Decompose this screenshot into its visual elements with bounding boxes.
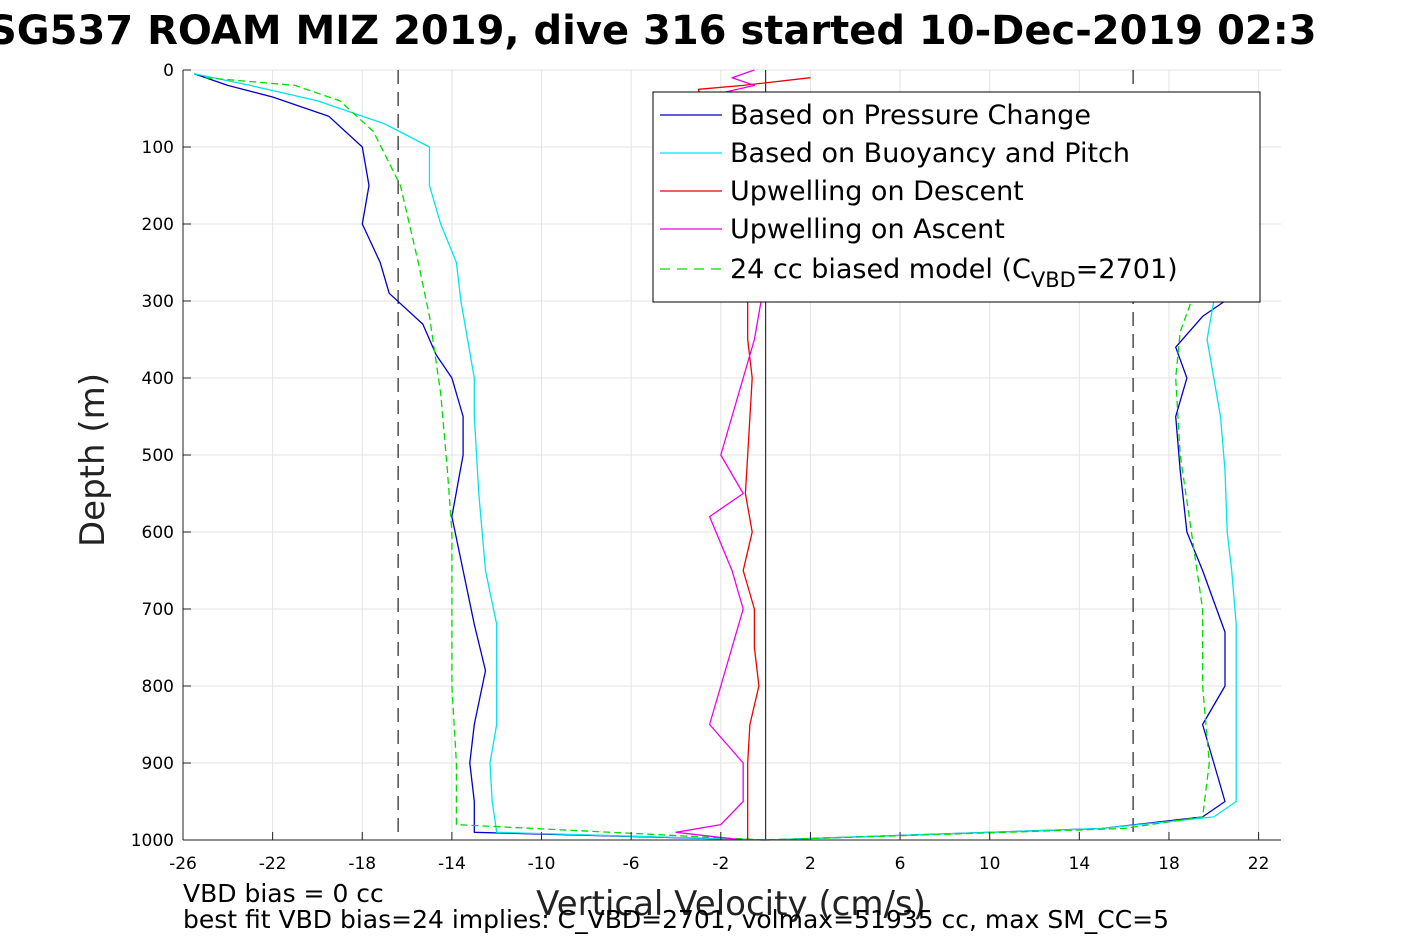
y-tick-label: 800 [142, 677, 174, 697]
axes: -26 -22 -18 -14 -10 -6 -2 2 6 10 14 18 2201002003004… [131, 61, 1281, 874]
legend-box [652, 91, 1261, 303]
x-axis-label: Vertical Velocity (cm/s) [536, 884, 926, 924]
x-tick-label: -2 [712, 854, 729, 874]
legend-label-upwelling-ascent: Upwelling on Ascent [730, 214, 1005, 245]
y-tick-label: 200 [142, 215, 174, 235]
y-tick-label: 500 [142, 446, 174, 466]
note-best-fit: best fit VBD bias=24 implies: C_VBD=2701… [183, 905, 1169, 934]
series-line-pressure-change [193, 73, 1226, 841]
x-tick-label: -26 [169, 854, 197, 874]
x-tick-label: -6 [623, 854, 640, 874]
x-tick-label: 14 [1069, 854, 1091, 874]
x-tick-label: 18 [1158, 854, 1180, 874]
legend-label-model: 24 cc biased model (CVBD=2701) [730, 254, 1178, 292]
series-line-model [205, 77, 1210, 841]
y-tick-label: 0 [163, 61, 174, 81]
y-tick-label: 900 [142, 754, 174, 774]
y-tick-label: 100 [142, 138, 174, 158]
legend: Based on Pressure Change Based on Buoyan… [652, 91, 1261, 303]
series-line-buoyancy-pitch [194, 73, 1237, 841]
y-tick-label: 400 [142, 369, 174, 389]
x-tick-label: -14 [438, 854, 466, 874]
x-tick-label: -22 [259, 854, 287, 874]
legend-label-pressure-change: Based on Pressure Change [730, 100, 1091, 131]
x-tick-label: 2 [805, 854, 816, 874]
x-tick-label: -18 [348, 854, 376, 874]
note-vbd-bias: VBD bias = 0 cc [183, 879, 384, 908]
y-axis-label: Depth (m) [73, 373, 113, 547]
x-tick-label: 10 [979, 854, 1001, 874]
x-tick-label: -10 [528, 854, 556, 874]
y-tick-label: 700 [142, 600, 174, 620]
chart-title: SG537 ROAM MIZ 2019, dive 316 started 10… [0, 8, 1317, 54]
legend-label-upwelling-descent: Upwelling on Descent [730, 176, 1024, 207]
legend-label-buoyancy-pitch: Based on Buoyancy and Pitch [730, 138, 1130, 169]
x-tick-label: 22 [1248, 854, 1270, 874]
legend-model-prefix: 24 cc biased model (C [730, 254, 1031, 285]
legend-model-suffix: =2701) [1076, 254, 1178, 285]
legend-model-subscript: VBD [1031, 268, 1076, 292]
y-tick-label: 300 [142, 292, 174, 312]
y-tick-label: 600 [142, 523, 174, 543]
x-tick-label: 6 [895, 854, 906, 874]
y-tick-label: 1000 [131, 831, 174, 851]
